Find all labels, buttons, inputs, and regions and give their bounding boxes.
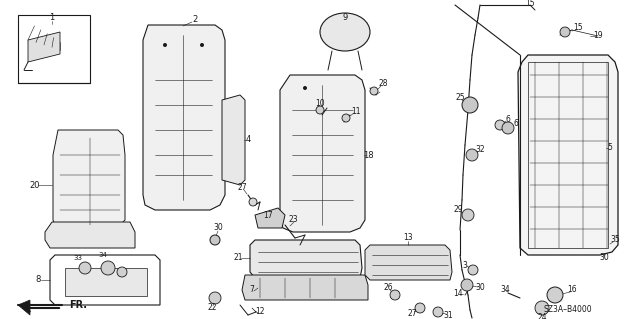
- Text: 27: 27: [237, 183, 247, 192]
- Text: 24: 24: [537, 313, 547, 319]
- Text: 3: 3: [463, 261, 467, 270]
- Circle shape: [79, 262, 91, 274]
- Polygon shape: [50, 255, 160, 305]
- Ellipse shape: [320, 13, 370, 51]
- Text: 28: 28: [378, 79, 388, 88]
- Text: 30: 30: [475, 284, 485, 293]
- Circle shape: [560, 27, 570, 37]
- Circle shape: [461, 279, 473, 291]
- Polygon shape: [45, 222, 135, 248]
- Polygon shape: [53, 130, 125, 228]
- Text: 34: 34: [500, 286, 510, 294]
- Circle shape: [370, 87, 378, 95]
- Text: 12: 12: [255, 308, 265, 316]
- Text: 9: 9: [342, 13, 348, 23]
- Circle shape: [535, 301, 549, 315]
- Text: 22: 22: [207, 303, 217, 313]
- Text: 19: 19: [593, 31, 603, 40]
- Text: 21: 21: [233, 254, 243, 263]
- Text: 32: 32: [475, 145, 485, 154]
- Text: 17: 17: [263, 211, 273, 219]
- Circle shape: [462, 97, 478, 113]
- Text: 2: 2: [193, 16, 198, 25]
- Text: 4: 4: [245, 136, 251, 145]
- Text: 30: 30: [213, 224, 223, 233]
- Text: 23: 23: [288, 216, 298, 225]
- Text: 11: 11: [351, 107, 361, 115]
- Polygon shape: [143, 25, 225, 210]
- Circle shape: [466, 149, 478, 161]
- Text: 6: 6: [506, 115, 511, 124]
- Text: 31: 31: [443, 310, 453, 319]
- Polygon shape: [222, 95, 245, 185]
- Circle shape: [209, 292, 221, 304]
- Circle shape: [390, 290, 400, 300]
- Text: 16: 16: [567, 286, 577, 294]
- Polygon shape: [280, 75, 365, 232]
- Polygon shape: [365, 245, 452, 280]
- Text: 18: 18: [363, 151, 373, 160]
- Text: 33: 33: [74, 255, 83, 261]
- Circle shape: [210, 235, 220, 245]
- Text: 15: 15: [525, 0, 535, 9]
- Polygon shape: [255, 208, 285, 228]
- Text: 35: 35: [610, 235, 620, 244]
- Circle shape: [117, 267, 127, 277]
- Circle shape: [502, 122, 514, 134]
- Bar: [18, 15, 90, 83]
- Circle shape: [433, 307, 443, 317]
- Bar: [528, 62, 608, 248]
- Circle shape: [547, 287, 563, 303]
- Bar: [65, 268, 147, 296]
- Circle shape: [163, 43, 167, 47]
- Text: 20: 20: [29, 181, 40, 189]
- Text: 29: 29: [453, 205, 463, 214]
- Polygon shape: [250, 240, 362, 278]
- Polygon shape: [18, 300, 30, 315]
- Text: 13: 13: [403, 234, 413, 242]
- Circle shape: [462, 209, 474, 221]
- Circle shape: [316, 106, 324, 114]
- Text: 15: 15: [573, 24, 583, 33]
- Text: 25: 25: [455, 93, 465, 102]
- Circle shape: [200, 43, 204, 47]
- Circle shape: [415, 303, 425, 313]
- Polygon shape: [28, 32, 60, 62]
- Circle shape: [101, 261, 115, 275]
- Text: 34: 34: [99, 252, 108, 258]
- Text: 14: 14: [453, 288, 463, 298]
- Circle shape: [303, 86, 307, 90]
- Text: 6: 6: [513, 120, 518, 129]
- Text: FR.: FR.: [69, 300, 87, 310]
- Text: 5: 5: [607, 144, 612, 152]
- Text: 26: 26: [383, 284, 393, 293]
- Circle shape: [342, 114, 350, 122]
- Polygon shape: [518, 55, 618, 255]
- Circle shape: [495, 120, 505, 130]
- Text: 1: 1: [49, 13, 54, 23]
- Text: 30: 30: [599, 254, 609, 263]
- Polygon shape: [242, 275, 368, 300]
- Text: 27: 27: [407, 309, 417, 318]
- Text: 7: 7: [250, 286, 255, 294]
- Circle shape: [249, 198, 257, 206]
- Text: SZ3A–B4000: SZ3A–B4000: [544, 306, 592, 315]
- Circle shape: [468, 265, 478, 275]
- Text: 10: 10: [315, 99, 325, 108]
- Text: 8: 8: [35, 276, 41, 285]
